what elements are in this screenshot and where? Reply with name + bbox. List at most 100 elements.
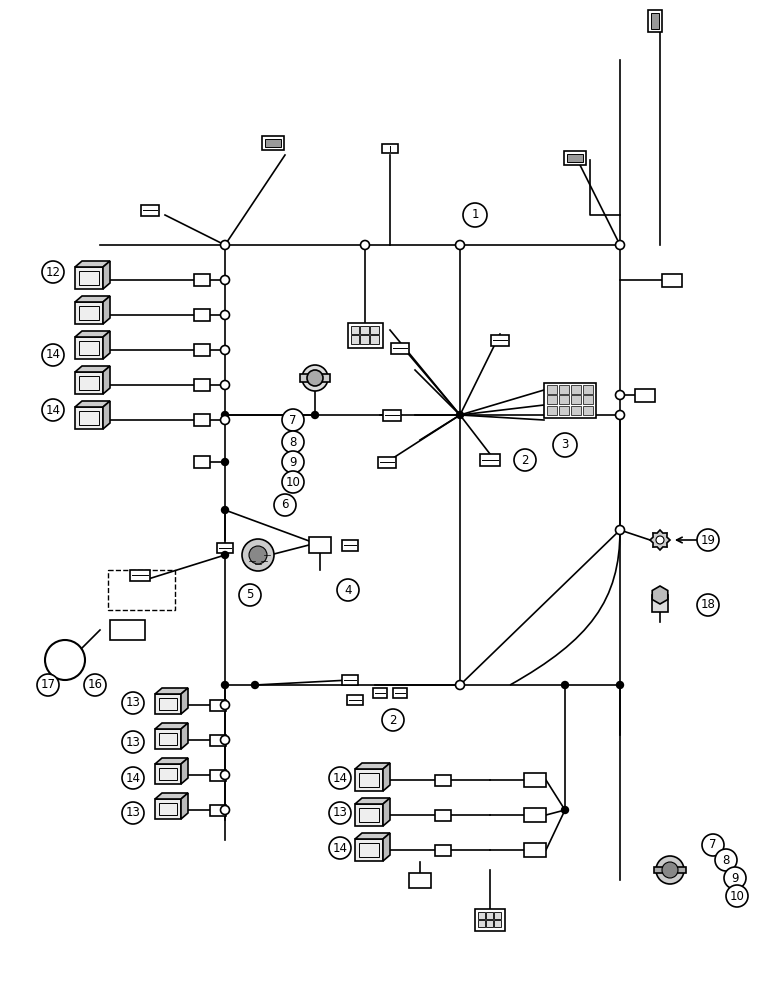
Polygon shape <box>383 763 390 791</box>
Polygon shape <box>480 454 500 466</box>
Circle shape <box>562 806 569 814</box>
Text: 9: 9 <box>732 871 739 884</box>
Circle shape <box>456 412 463 418</box>
Circle shape <box>282 451 304 473</box>
Polygon shape <box>194 379 210 391</box>
Polygon shape <box>570 385 581 394</box>
Circle shape <box>282 471 304 493</box>
Polygon shape <box>141 205 159 216</box>
Text: 18: 18 <box>700 598 715 611</box>
Text: 14: 14 <box>332 772 348 784</box>
Polygon shape <box>130 570 150 580</box>
Polygon shape <box>355 763 390 769</box>
Polygon shape <box>583 385 593 394</box>
Text: 17: 17 <box>41 678 55 692</box>
Text: 6: 6 <box>282 498 289 512</box>
Polygon shape <box>383 833 390 861</box>
Circle shape <box>221 736 229 744</box>
Polygon shape <box>547 395 557 404</box>
Polygon shape <box>347 695 363 705</box>
Circle shape <box>382 709 404 731</box>
Polygon shape <box>651 13 659 29</box>
Polygon shape <box>567 154 583 162</box>
Polygon shape <box>103 296 110 324</box>
Circle shape <box>222 552 229 558</box>
Circle shape <box>311 412 318 418</box>
Circle shape <box>562 682 569 688</box>
Polygon shape <box>75 407 103 429</box>
Polygon shape <box>210 734 226 746</box>
Circle shape <box>221 700 229 710</box>
Circle shape <box>456 240 465 249</box>
Polygon shape <box>103 401 110 429</box>
Polygon shape <box>486 912 493 919</box>
Polygon shape <box>435 844 451 856</box>
Circle shape <box>697 594 719 616</box>
Polygon shape <box>181 793 188 819</box>
Polygon shape <box>75 337 103 359</box>
Circle shape <box>122 731 144 753</box>
Circle shape <box>122 802 144 824</box>
Text: 13: 13 <box>126 736 140 748</box>
Polygon shape <box>558 385 569 394</box>
Circle shape <box>329 802 351 824</box>
Text: 14: 14 <box>45 403 61 416</box>
Circle shape <box>42 261 64 283</box>
Text: 8: 8 <box>722 854 729 866</box>
Polygon shape <box>491 334 509 346</box>
Polygon shape <box>210 804 226 816</box>
Circle shape <box>42 344 64 366</box>
Text: 13: 13 <box>126 806 140 820</box>
Polygon shape <box>570 395 581 404</box>
Polygon shape <box>155 688 188 694</box>
Polygon shape <box>635 388 655 401</box>
Polygon shape <box>181 723 188 749</box>
Polygon shape <box>75 267 103 289</box>
Polygon shape <box>370 326 378 334</box>
Polygon shape <box>435 810 451 820</box>
Polygon shape <box>383 410 401 420</box>
Circle shape <box>84 674 106 696</box>
Circle shape <box>251 682 258 688</box>
Polygon shape <box>524 773 546 787</box>
Circle shape <box>222 458 229 466</box>
Circle shape <box>122 767 144 789</box>
Circle shape <box>656 856 684 884</box>
Polygon shape <box>262 136 284 150</box>
Polygon shape <box>348 322 382 348</box>
Polygon shape <box>478 920 485 927</box>
Text: 14: 14 <box>45 349 61 361</box>
Polygon shape <box>355 769 383 791</box>
Polygon shape <box>494 920 501 927</box>
Circle shape <box>456 682 463 688</box>
Text: 13: 13 <box>332 806 347 820</box>
Polygon shape <box>75 372 103 394</box>
Polygon shape <box>155 793 188 799</box>
Polygon shape <box>360 335 369 344</box>
Polygon shape <box>648 10 662 32</box>
Polygon shape <box>524 808 546 822</box>
Polygon shape <box>478 912 485 919</box>
Circle shape <box>122 692 144 714</box>
Polygon shape <box>558 406 569 414</box>
Circle shape <box>45 640 85 680</box>
Polygon shape <box>654 867 686 873</box>
Polygon shape <box>75 261 110 267</box>
Polygon shape <box>650 530 670 550</box>
Text: 19: 19 <box>700 534 715 546</box>
Circle shape <box>222 682 229 688</box>
Polygon shape <box>564 151 586 165</box>
Polygon shape <box>103 366 110 394</box>
Circle shape <box>274 494 296 516</box>
Circle shape <box>615 410 625 420</box>
Polygon shape <box>75 366 110 372</box>
Text: 2: 2 <box>521 454 529 466</box>
Circle shape <box>221 346 229 355</box>
Circle shape <box>656 536 664 544</box>
Circle shape <box>360 240 370 249</box>
Text: 2: 2 <box>389 714 397 726</box>
Polygon shape <box>373 688 387 698</box>
Polygon shape <box>181 758 188 784</box>
Circle shape <box>37 674 59 696</box>
Text: 10: 10 <box>729 890 744 902</box>
